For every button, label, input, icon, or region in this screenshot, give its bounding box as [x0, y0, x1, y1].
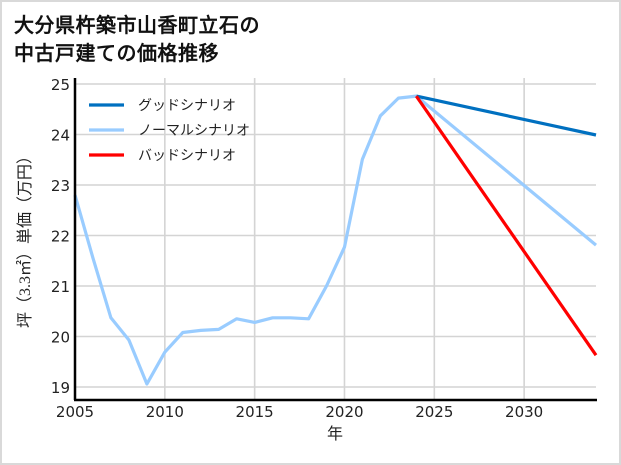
y-axis-ticks: 19 20 21 22 23 24 25 [51, 76, 70, 397]
series-line [415, 94, 597, 137]
series-line [414, 95, 598, 357]
y-tick-label: 24 [51, 127, 70, 145]
y-tick-label: 19 [51, 379, 70, 397]
x-tick-label: 2025 [415, 403, 453, 421]
legend-label: ノーマルシナリオ [138, 123, 250, 139]
y-tick-label: 20 [51, 329, 70, 347]
x-tick-label: 2015 [236, 403, 274, 421]
x-axis-ticks: 2005 2010 2015 2020 2025 2030 [56, 403, 543, 421]
legend-label: バッドシナリオ [138, 148, 236, 164]
y-tick-label: 22 [51, 228, 70, 246]
series-line [73, 94, 417, 386]
chart-title-line1: 大分県杵築市山香町立石の [14, 13, 260, 37]
x-tick-label: 2030 [505, 403, 543, 421]
chart-title-line2: 中古戸建ての価格推移 [14, 41, 219, 65]
y-tick-label: 25 [51, 76, 70, 94]
y-tick-label: 21 [51, 278, 70, 296]
data-series [73, 94, 598, 386]
x-tick-label: 2020 [325, 403, 363, 421]
gridlines [75, 78, 596, 400]
series-line [415, 94, 598, 247]
y-axis-label: 坪（3.3㎡）単価（万円） [17, 147, 34, 329]
y-tick-label: 23 [51, 177, 70, 195]
chart-title: 大分県杵築市山香町立石の 中古戸建ての価格推移 [14, 11, 260, 67]
legend-label: グッドシナリオ [138, 98, 236, 114]
x-axis-label: 年 [326, 426, 344, 443]
x-tick-label: 2005 [56, 403, 94, 421]
x-tick-label: 2010 [146, 403, 184, 421]
